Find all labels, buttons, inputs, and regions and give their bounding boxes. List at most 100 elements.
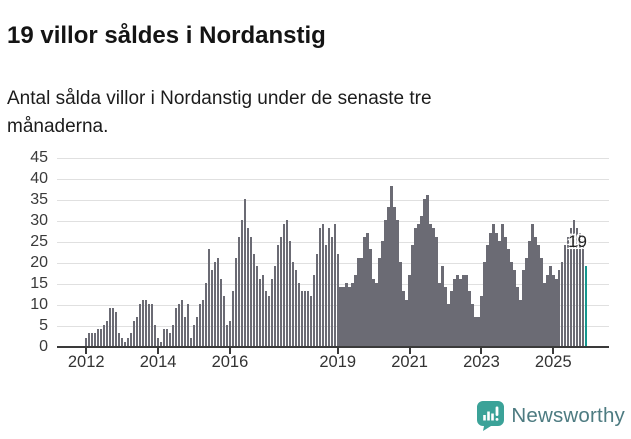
bar (498, 241, 501, 346)
bar (96, 329, 100, 346)
bar (129, 333, 133, 346)
x-axis-tick (228, 347, 231, 354)
bar (201, 299, 205, 346)
gridline-y45 (57, 157, 609, 159)
x-axis-tick (157, 347, 160, 354)
bar (522, 270, 525, 346)
bar (342, 287, 345, 346)
y-axis-tick-label: 20 (30, 254, 48, 271)
bar (561, 262, 564, 346)
bar (267, 295, 271, 346)
newsworthy-logo[interactable]: Newsworthy (476, 401, 625, 431)
bar (411, 245, 414, 346)
bar (285, 220, 289, 346)
x-axis-tick-label: 2012 (67, 353, 105, 371)
bar (435, 236, 438, 346)
bar (525, 257, 528, 346)
bar (294, 270, 298, 346)
bar (174, 308, 178, 346)
bar (219, 278, 223, 346)
bar (492, 224, 495, 346)
bar (120, 337, 124, 346)
bar (171, 325, 175, 346)
bar (261, 274, 265, 346)
gridline-y15 (57, 283, 609, 285)
bar (237, 236, 241, 346)
x-axis-tick (552, 347, 555, 354)
bar (543, 283, 546, 346)
bar (339, 287, 342, 346)
y-axis-tick-label: 0 (39, 338, 48, 355)
bar (423, 199, 426, 346)
bar (399, 262, 402, 346)
bar (228, 320, 232, 346)
bar (450, 291, 453, 346)
bar (570, 228, 573, 346)
bar (372, 278, 375, 346)
bar (573, 220, 576, 346)
y-axis-tick-label: 45 (30, 149, 48, 166)
x-axis-tick-label: 2025 (534, 353, 572, 371)
bar (474, 316, 477, 346)
bar (453, 278, 456, 346)
bar (447, 304, 450, 346)
bar (369, 249, 372, 346)
bar (150, 304, 154, 346)
gridline-y10 (57, 304, 609, 306)
bar (477, 316, 480, 346)
bar (165, 329, 169, 346)
brand-name: Newsworthy (511, 404, 625, 427)
bar (483, 262, 486, 346)
bar (240, 220, 244, 346)
bar (297, 283, 300, 346)
bar (549, 266, 552, 346)
x-axis-tick-label: 2019 (319, 353, 357, 371)
bar (480, 295, 483, 346)
bar (576, 228, 579, 346)
bar (273, 266, 277, 346)
bar (138, 304, 142, 346)
bar (462, 274, 465, 346)
x-axis-tick (336, 347, 339, 354)
bar (186, 304, 190, 346)
bar-chart-plot-area: 0 5 10 15 20 25 30 35 40 45 2012 2014 2016 2019 2021 20… (30, 150, 609, 371)
bar (414, 228, 417, 346)
bar (258, 278, 262, 346)
bar (147, 304, 151, 346)
bar (465, 274, 468, 346)
bar (405, 299, 408, 346)
bar (213, 262, 217, 346)
bar (177, 304, 181, 346)
bar (321, 224, 324, 346)
bar (432, 228, 435, 346)
bar (330, 236, 333, 346)
bar (156, 337, 160, 346)
bar (216, 257, 220, 346)
y-axis-tick-label: 30 (30, 212, 48, 229)
bar (288, 241, 292, 346)
bar (180, 299, 184, 346)
bar (567, 236, 570, 346)
bar (264, 291, 268, 346)
bar (246, 228, 250, 346)
bar (282, 224, 286, 346)
bar (519, 299, 522, 346)
bar (111, 308, 115, 346)
gridline-y30 (57, 220, 609, 222)
bar (99, 329, 103, 346)
bar (459, 278, 462, 346)
bar (486, 245, 489, 346)
bar (276, 245, 280, 346)
x-axis-tick-label: 2021 (391, 353, 428, 371)
y-axis-tick-label: 35 (30, 191, 48, 208)
bar (255, 266, 259, 346)
bar (501, 224, 504, 346)
bar (489, 232, 492, 346)
x-axis-tick-label: 2023 (463, 353, 500, 371)
bar (384, 220, 387, 346)
x-axis-tick-label: 2016 (211, 353, 249, 371)
bar (222, 295, 226, 346)
bar (105, 320, 109, 346)
bar (85, 337, 88, 346)
bar (456, 274, 459, 346)
